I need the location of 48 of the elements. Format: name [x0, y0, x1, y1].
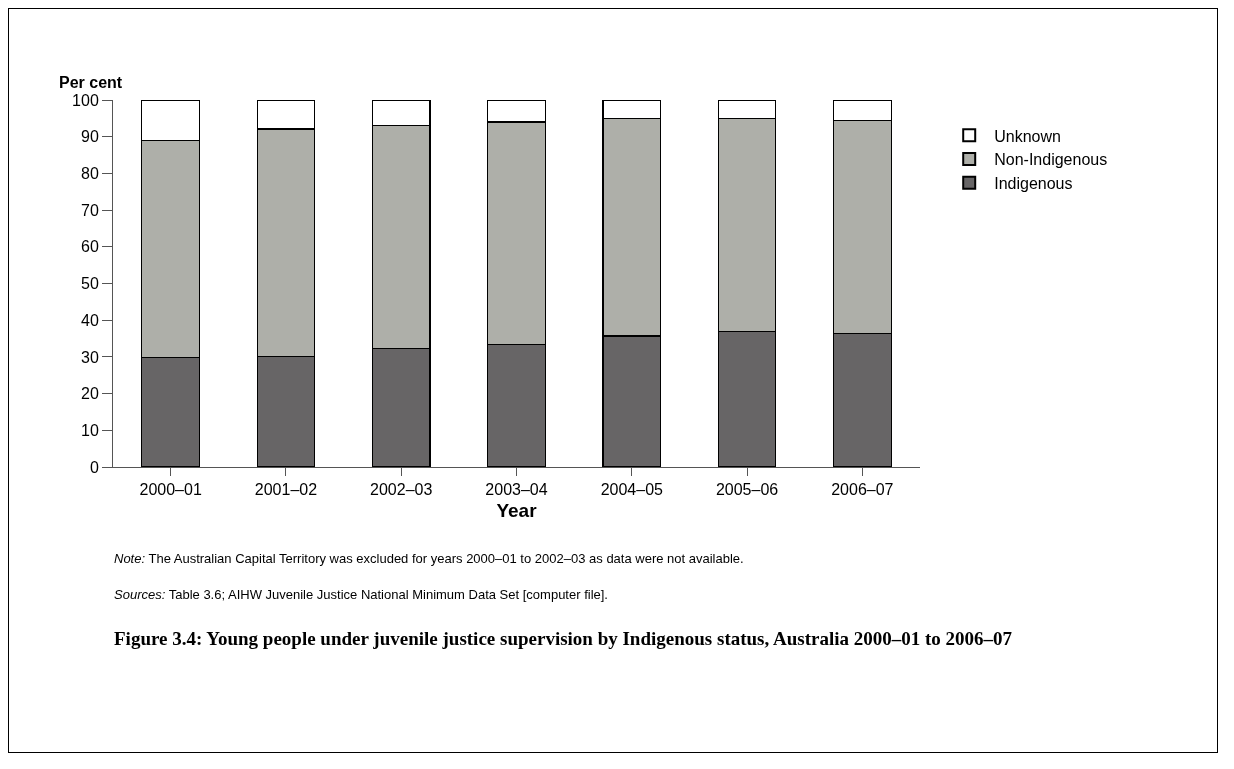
source-note: Sources: Table 3.6; AIHW Juvenile Justice National Minimum Data Set [computer file]. — [114, 587, 608, 602]
bar — [141, 139, 201, 359]
bar — [487, 100, 546, 123]
bar — [371, 125, 431, 350]
bar — [256, 355, 316, 467]
bar — [141, 100, 201, 141]
bar — [717, 117, 777, 332]
figure-frame: 2000–01 2001–02 2002–03 2003–04 2004–05 2005–06 2006–07 0 10 20 30 40 50 60 70 80 90 100 Unknown Non-Indigenous Indigenous Year Per cent Note: The Australian Capital Territory was excluded for years 2000–01 to 2002–03 as data were not available. Sources: Table 3.6; AIHW Juvenile Justice National Minimum Data Set [computer file]. Figure 3.4: Young people under juvenile justice supervision by Indigenous status, Australia 2000–01 to 2006–07 — [8, 8, 1218, 753]
y-tick-label: 100 — [72, 91, 99, 109]
bar — [141, 357, 201, 467]
bar — [717, 100, 777, 119]
x-tick-label: 2005–06 — [715, 481, 779, 499]
y-tick-label: 80 — [81, 165, 99, 182]
y-tick-label: 90 — [81, 128, 99, 146]
x-tick-label: 2004–05 — [600, 481, 664, 499]
x-axis-title: Year — [496, 500, 538, 521]
bar — [832, 333, 892, 467]
bar — [487, 121, 546, 346]
bar — [832, 119, 892, 335]
y-tick-label: 10 — [81, 421, 99, 439]
x-tick-label: 2006–07 — [831, 481, 894, 499]
y-tick-label: 20 — [81, 385, 99, 403]
x-tick-label: 2000–01 — [139, 481, 202, 499]
bar — [602, 100, 662, 119]
y-tick-label: 70 — [81, 201, 99, 219]
y-tick-label: 30 — [81, 348, 99, 366]
y-axis-title: Per cent — [59, 74, 123, 91]
bar — [371, 100, 431, 127]
legend-label: Indigenous — [994, 175, 1073, 193]
text: Figure 3.4: Young people under juvenile justice supervision by Indigenous status, Australia 2000–01 to 2006–07 — [114, 627, 1014, 651]
y-tick-label: 60 — [81, 238, 99, 256]
y-tick-label: 0 — [89, 458, 99, 476]
bar — [832, 100, 892, 122]
bar — [717, 330, 777, 467]
y-tick-label: 50 — [81, 275, 99, 293]
x-tick-label: 2001–02 — [254, 481, 318, 499]
bar — [487, 344, 546, 467]
y-tick-label: 40 — [81, 311, 99, 329]
bar — [256, 100, 316, 130]
x-tick-label: 2003–04 — [485, 481, 548, 499]
legend-label: Non-Indigenous — [994, 151, 1108, 169]
bar — [371, 348, 431, 467]
legend-label: Unknown — [994, 127, 1061, 145]
bar — [602, 117, 662, 337]
bar — [256, 128, 316, 357]
x-tick-label: 2002–03 — [370, 481, 433, 499]
bar — [602, 335, 662, 467]
text: Note: The Australian Capital Territory was excluded for years 2000–01 to 2002–03 as data were not available. — [114, 551, 744, 566]
